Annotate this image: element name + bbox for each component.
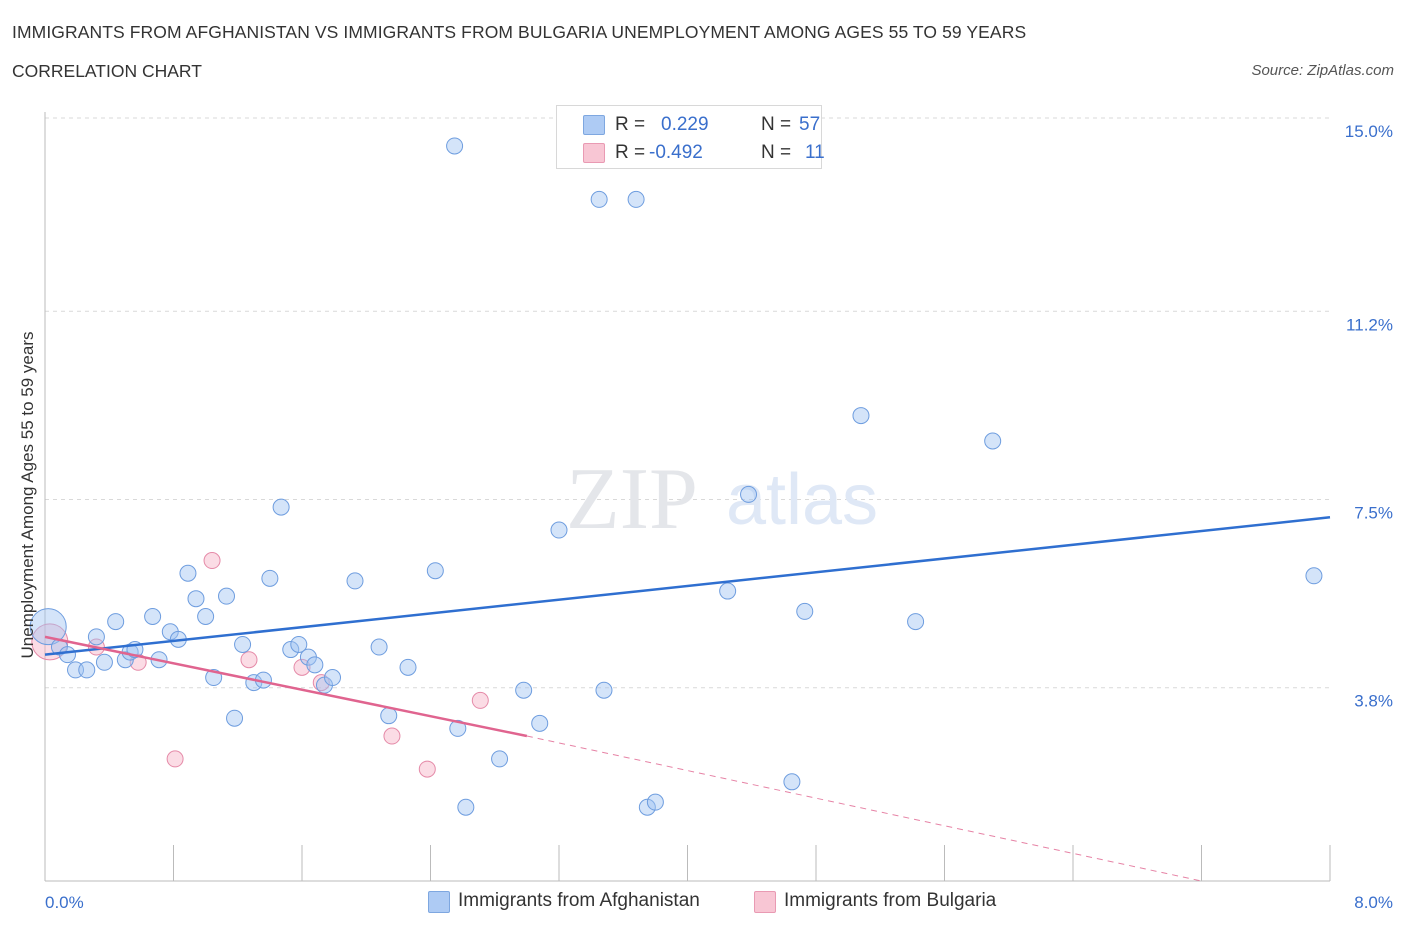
x-tick-label: 8.0% [1354,893,1393,912]
legend-r-label: R = [615,114,646,135]
point-afghanistan [107,613,125,631]
point-afghanistan [638,798,656,816]
point-afghanistan [144,607,162,625]
point-afghanistan [531,714,549,732]
point-afghanistan [1305,567,1323,585]
y-tick-label: 15.0% [1345,122,1393,141]
y-tick-label: 3.8% [1354,692,1393,711]
watermark-atlas: atlas [726,460,878,540]
point-afghanistan [627,190,645,208]
point-afghanistan [226,709,244,727]
point-afghanistan [179,564,197,582]
point-bulgaria [166,750,184,768]
point-afghanistan [29,608,67,646]
point-afghanistan [197,607,215,625]
point-bulgaria [240,651,258,669]
legend-swatch-afghanistan [583,115,605,135]
point-afghanistan [646,793,664,811]
point-bulgaria [471,691,489,709]
chart-title: IMMIGRANTS FROM AFGHANISTAN VS IMMIGRANT… [12,22,1027,42]
correlation-legend: R = 0.229 N = 57 R = -0.492 N = 11 [556,105,825,169]
point-afghanistan [234,635,252,653]
point-afghanistan [719,582,737,600]
point-afghanistan [426,562,444,580]
point-afghanistan [590,190,608,208]
x-tick-label: 0.0% [45,893,84,912]
legend-n-value: 11 [805,142,825,163]
point-bulgaria [203,552,221,570]
point-afghanistan [399,658,417,676]
trend-layer [44,516,1331,882]
bottom-legend-swatch-afghanistan [428,891,450,913]
point-afghanistan [984,432,1002,450]
point-afghanistan [783,773,801,791]
bottom-legend-label-afghanistan: Immigrants from Afghanistan [458,890,700,911]
point-afghanistan [272,498,290,516]
point-afghanistan [95,653,113,671]
grid-layer [45,117,1330,689]
point-afghanistan [290,635,308,653]
legend-row-afghanistan: R = 0.229 N = 57 [583,112,820,138]
bottom-legend-label-bulgaria: Immigrants from Bulgaria [784,890,997,911]
point-bulgaria [293,658,311,676]
point-bulgaria [383,727,401,745]
chart-subtitle: CORRELATION CHART [12,61,202,81]
point-afghanistan [58,646,76,664]
legend-n-label: N = [761,114,792,135]
point-afghanistan [87,628,105,646]
point-afghanistan [550,521,568,539]
bottom-legend-swatch-bulgaria [754,891,776,913]
point-bulgaria [418,760,436,778]
point-afghanistan [370,638,388,656]
axis-layer: 3.8% 7.5% 11.2% 15.0% 0.0% 8.0% [44,112,1393,912]
trend-line-bulgaria-extrapolated [526,735,1202,882]
y-tick-label: 7.5% [1354,504,1393,523]
point-afghanistan [261,569,279,587]
point-afghanistan [282,641,300,659]
point-afghanistan [346,572,364,590]
point-afghanistan [515,681,533,699]
y-tick-label: 11.2% [1346,315,1393,334]
legend-swatch-bulgaria [583,143,605,163]
point-afghanistan [740,485,758,503]
point-afghanistan [852,407,870,425]
point-afghanistan [324,669,342,687]
point-afghanistan [306,656,324,674]
trend-line-afghanistan [44,516,1331,656]
legend-r-value: 0.229 [661,114,709,135]
point-afghanistan [907,613,925,631]
legend-row-bulgaria: R = -0.492 N = 11 [583,140,825,166]
point-afghanistan [218,587,236,605]
legend-r-value: -0.492 [649,142,703,163]
point-afghanistan [449,719,467,737]
point-bulgaria [312,674,330,692]
point-afghanistan [187,590,205,608]
point-afghanistan [446,137,464,155]
point-afghanistan [796,602,814,620]
point-afghanistan [78,661,96,679]
point-afghanistan [491,750,509,768]
trend-line-bulgaria [44,635,528,738]
legend-r-label: R = [615,142,646,163]
point-afghanistan [595,681,613,699]
point-afghanistan [380,707,398,725]
legend-n-value: 57 [799,114,821,135]
point-afghanistan [457,798,475,816]
y-axis-label: Unemployment Among Ages 55 to 59 years [18,332,37,659]
watermark-zip: ZIP [566,451,698,548]
legend-n-label: N = [761,142,792,163]
source-credit: Source: ZipAtlas.com [1251,62,1394,79]
